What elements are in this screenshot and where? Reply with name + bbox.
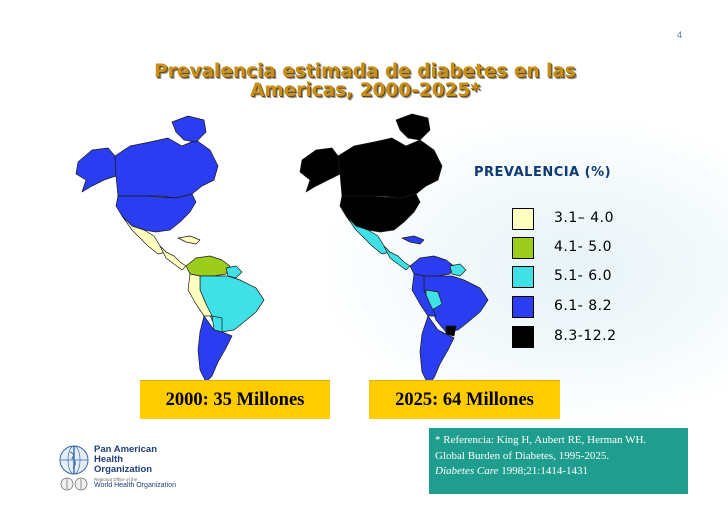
map-2025-guianas [449, 263, 467, 277]
legend-swatch-2 [512, 237, 534, 259]
map-2000-usa [115, 193, 197, 233]
map-2025-peru [411, 273, 437, 317]
map-2000-greenland [171, 115, 207, 143]
page-number: 4 [676, 30, 682, 40]
reference-box: * Referencia: King H, Aubert RE, Herman … [429, 428, 688, 494]
paho-logo: Pan American Health Organization Regiona… [58, 444, 188, 494]
map-2000-canada [114, 137, 219, 199]
reference-journal: Diabetes Care [435, 465, 499, 477]
map-2000-argentina [197, 315, 233, 383]
legend-label-3: 5.1- 6.0 [554, 268, 613, 284]
legend-title: PREVALENCIA (%) [474, 165, 612, 180]
map-2000-guianas [225, 265, 243, 279]
map-2025-usa [339, 193, 421, 233]
reference-citation: 1998;21:1414-1431 [498, 465, 588, 477]
paho-line-1: Pan American [94, 444, 158, 455]
total-2025-box: 2025: 64 Millones [369, 380, 560, 419]
map-2000-central-america [159, 245, 187, 271]
who-name: World Health Organization [94, 482, 176, 489]
globe-icon [59, 445, 89, 491]
map-2025-argentina [419, 315, 455, 385]
map-2000-alaska [75, 147, 117, 193]
legend-label-5: 8.3-12.2 [554, 328, 617, 344]
reference-line-2: Global Burden of Diabetes, 1995-2025. [435, 449, 610, 462]
reference-line-3: Diabetes Care 1998;21:1414-1431 [435, 464, 682, 480]
legend-swatch-3 [512, 266, 534, 288]
title-line-1: Prevalencia estimada de diabetes en las [154, 61, 576, 82]
map-2025 [299, 113, 489, 385]
reference-line-1: * Referencia: King H, Aubert RE, Herman … [435, 434, 647, 446]
paho-line-3: Organization [94, 464, 153, 475]
map-2025-greenland [395, 113, 431, 141]
legend-swatch-5 [512, 326, 534, 348]
legend-swatch-1 [512, 208, 534, 230]
legend-label-4: 6.1- 8.2 [554, 298, 613, 314]
legend-label-1: 3.1– 4.0 [554, 210, 614, 226]
map-2000 [75, 115, 265, 383]
total-2000-box: 2000: 35 Millones [140, 380, 330, 419]
map-2025-uruguay [445, 325, 457, 337]
map-2025-canada [337, 137, 443, 199]
legend-label-2: 4.1- 5.0 [554, 239, 613, 255]
map-2025-caribbean [401, 235, 425, 245]
map-2000-venezuela [185, 255, 231, 277]
paho-name: Pan American Health Organization [94, 445, 157, 475]
who-caption: Regional Office of the [94, 477, 138, 482]
map-2000-caribbean [177, 235, 201, 245]
legend-swatch-4 [512, 296, 534, 318]
map-2025-venezuela [409, 255, 455, 277]
map-2025-central-america [383, 245, 411, 271]
slide-title: Prevalencia estimada de diabetes en las … [90, 62, 640, 100]
title-line-2: Americas, 2000-2025* [250, 80, 480, 101]
paho-line-2: Health [94, 454, 124, 465]
map-2025-alaska [299, 147, 341, 193]
